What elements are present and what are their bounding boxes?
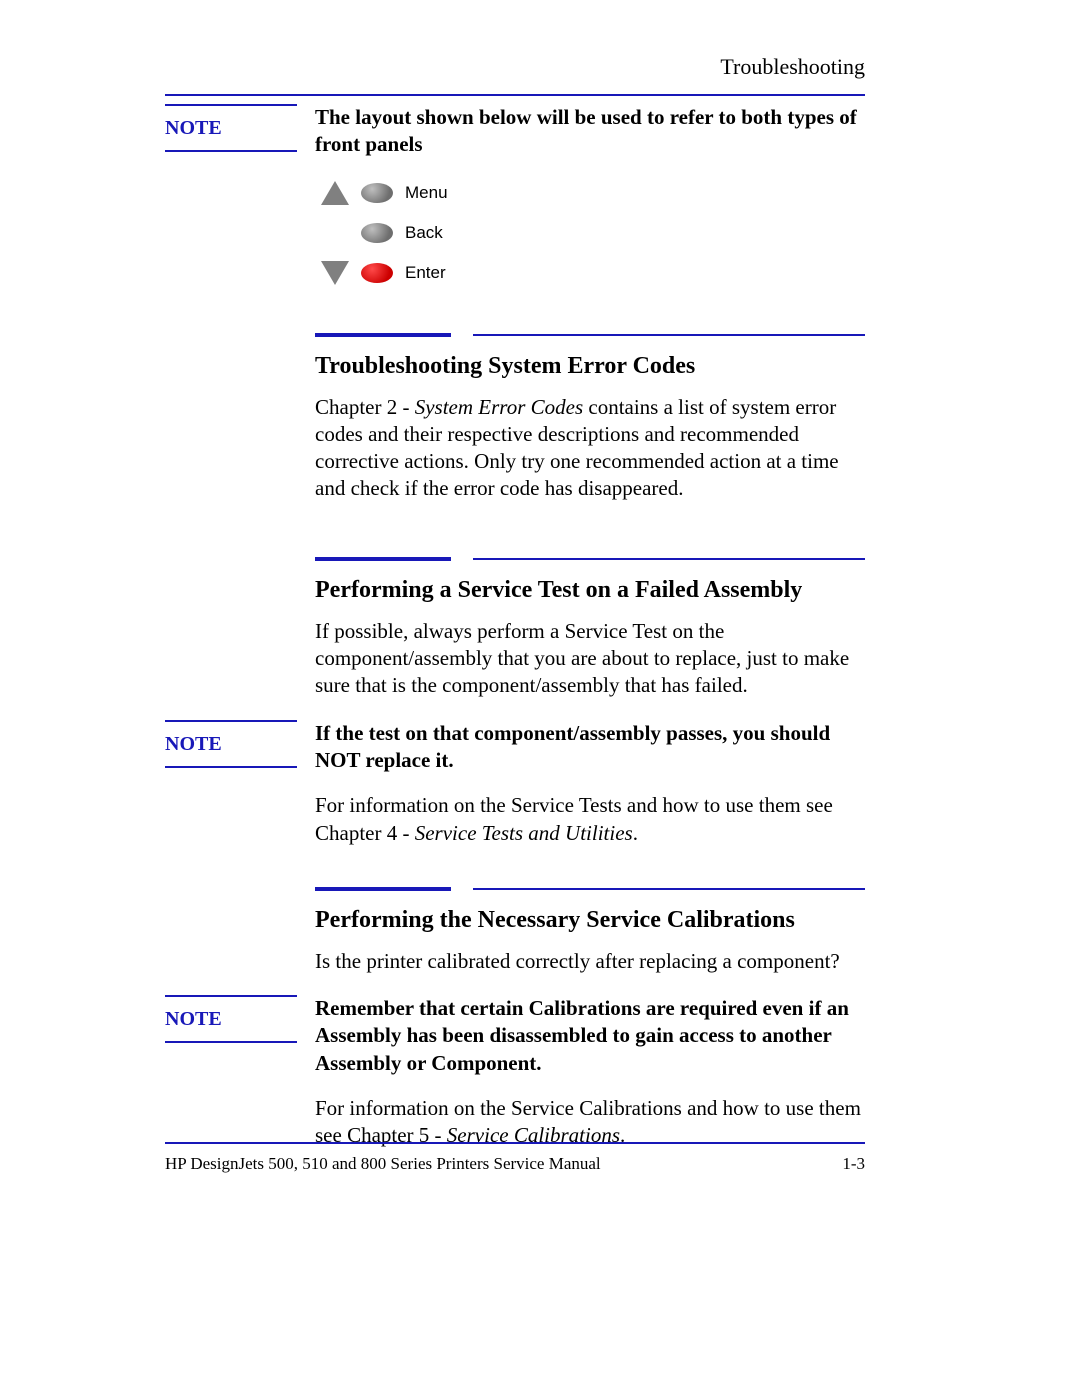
section-heading: Performing a Service Test on a Failed As…: [315, 577, 865, 604]
note-block-2: NOTE If the test on that component/assem…: [165, 720, 865, 775]
note-label: NOTE: [165, 104, 297, 152]
enter-button-icon: [361, 263, 393, 283]
section-body: Chapter 2 - System Error Codes contains …: [315, 394, 865, 503]
section-service-test: Performing a Service Test on a Failed As…: [315, 557, 865, 714]
section-calibrations: Performing the Necessary Service Calibra…: [315, 887, 865, 989]
note-label: NOTE: [165, 995, 297, 1043]
section-heading: Troubleshooting System Error Codes: [315, 353, 865, 380]
section-rule: [315, 333, 865, 337]
enter-label: Enter: [405, 263, 446, 283]
note-label: NOTE: [165, 720, 297, 768]
page-number: 1-3: [842, 1154, 865, 1174]
down-arrow-icon: [321, 261, 349, 285]
section-error-codes: Troubleshooting System Error Codes Chapt…: [315, 333, 865, 517]
note-block-1: NOTE The layout shown below will be used…: [165, 104, 865, 333]
footer-left: HP DesignJets 500, 510 and 800 Series Pr…: [165, 1154, 601, 1174]
section-body: If possible, always perform a Service Te…: [315, 618, 865, 700]
back-button-icon: [361, 223, 393, 243]
section-body: Is the printer calibrated correctly afte…: [315, 948, 865, 975]
chapter-ref: Service Tests and Utilities: [415, 821, 633, 845]
section-rule: [315, 887, 865, 891]
chapter-ref: System Error Codes: [415, 395, 583, 419]
note-block-3: NOTE Remember that certain Calibrations …: [165, 995, 865, 1077]
section-heading: Performing the Necessary Service Calibra…: [315, 907, 865, 934]
menu-button-icon: [361, 183, 393, 203]
back-label: Back: [405, 223, 443, 243]
front-panel-diagram: Menu Back Enter: [315, 173, 865, 293]
note-text: Remember that certain Calibrations are r…: [315, 995, 865, 1077]
section-rule: [315, 557, 865, 561]
page-header-title: Troubleshooting: [165, 54, 865, 80]
up-arrow-icon: [321, 181, 349, 205]
note-text: The layout shown below will be used to r…: [315, 104, 865, 159]
header-rule: [165, 94, 865, 96]
menu-label: Menu: [405, 183, 448, 203]
footer-rule: [165, 1142, 865, 1144]
note-text: If the test on that component/assembly p…: [315, 720, 865, 775]
section-body: For information on the Service Tests and…: [315, 792, 865, 847]
